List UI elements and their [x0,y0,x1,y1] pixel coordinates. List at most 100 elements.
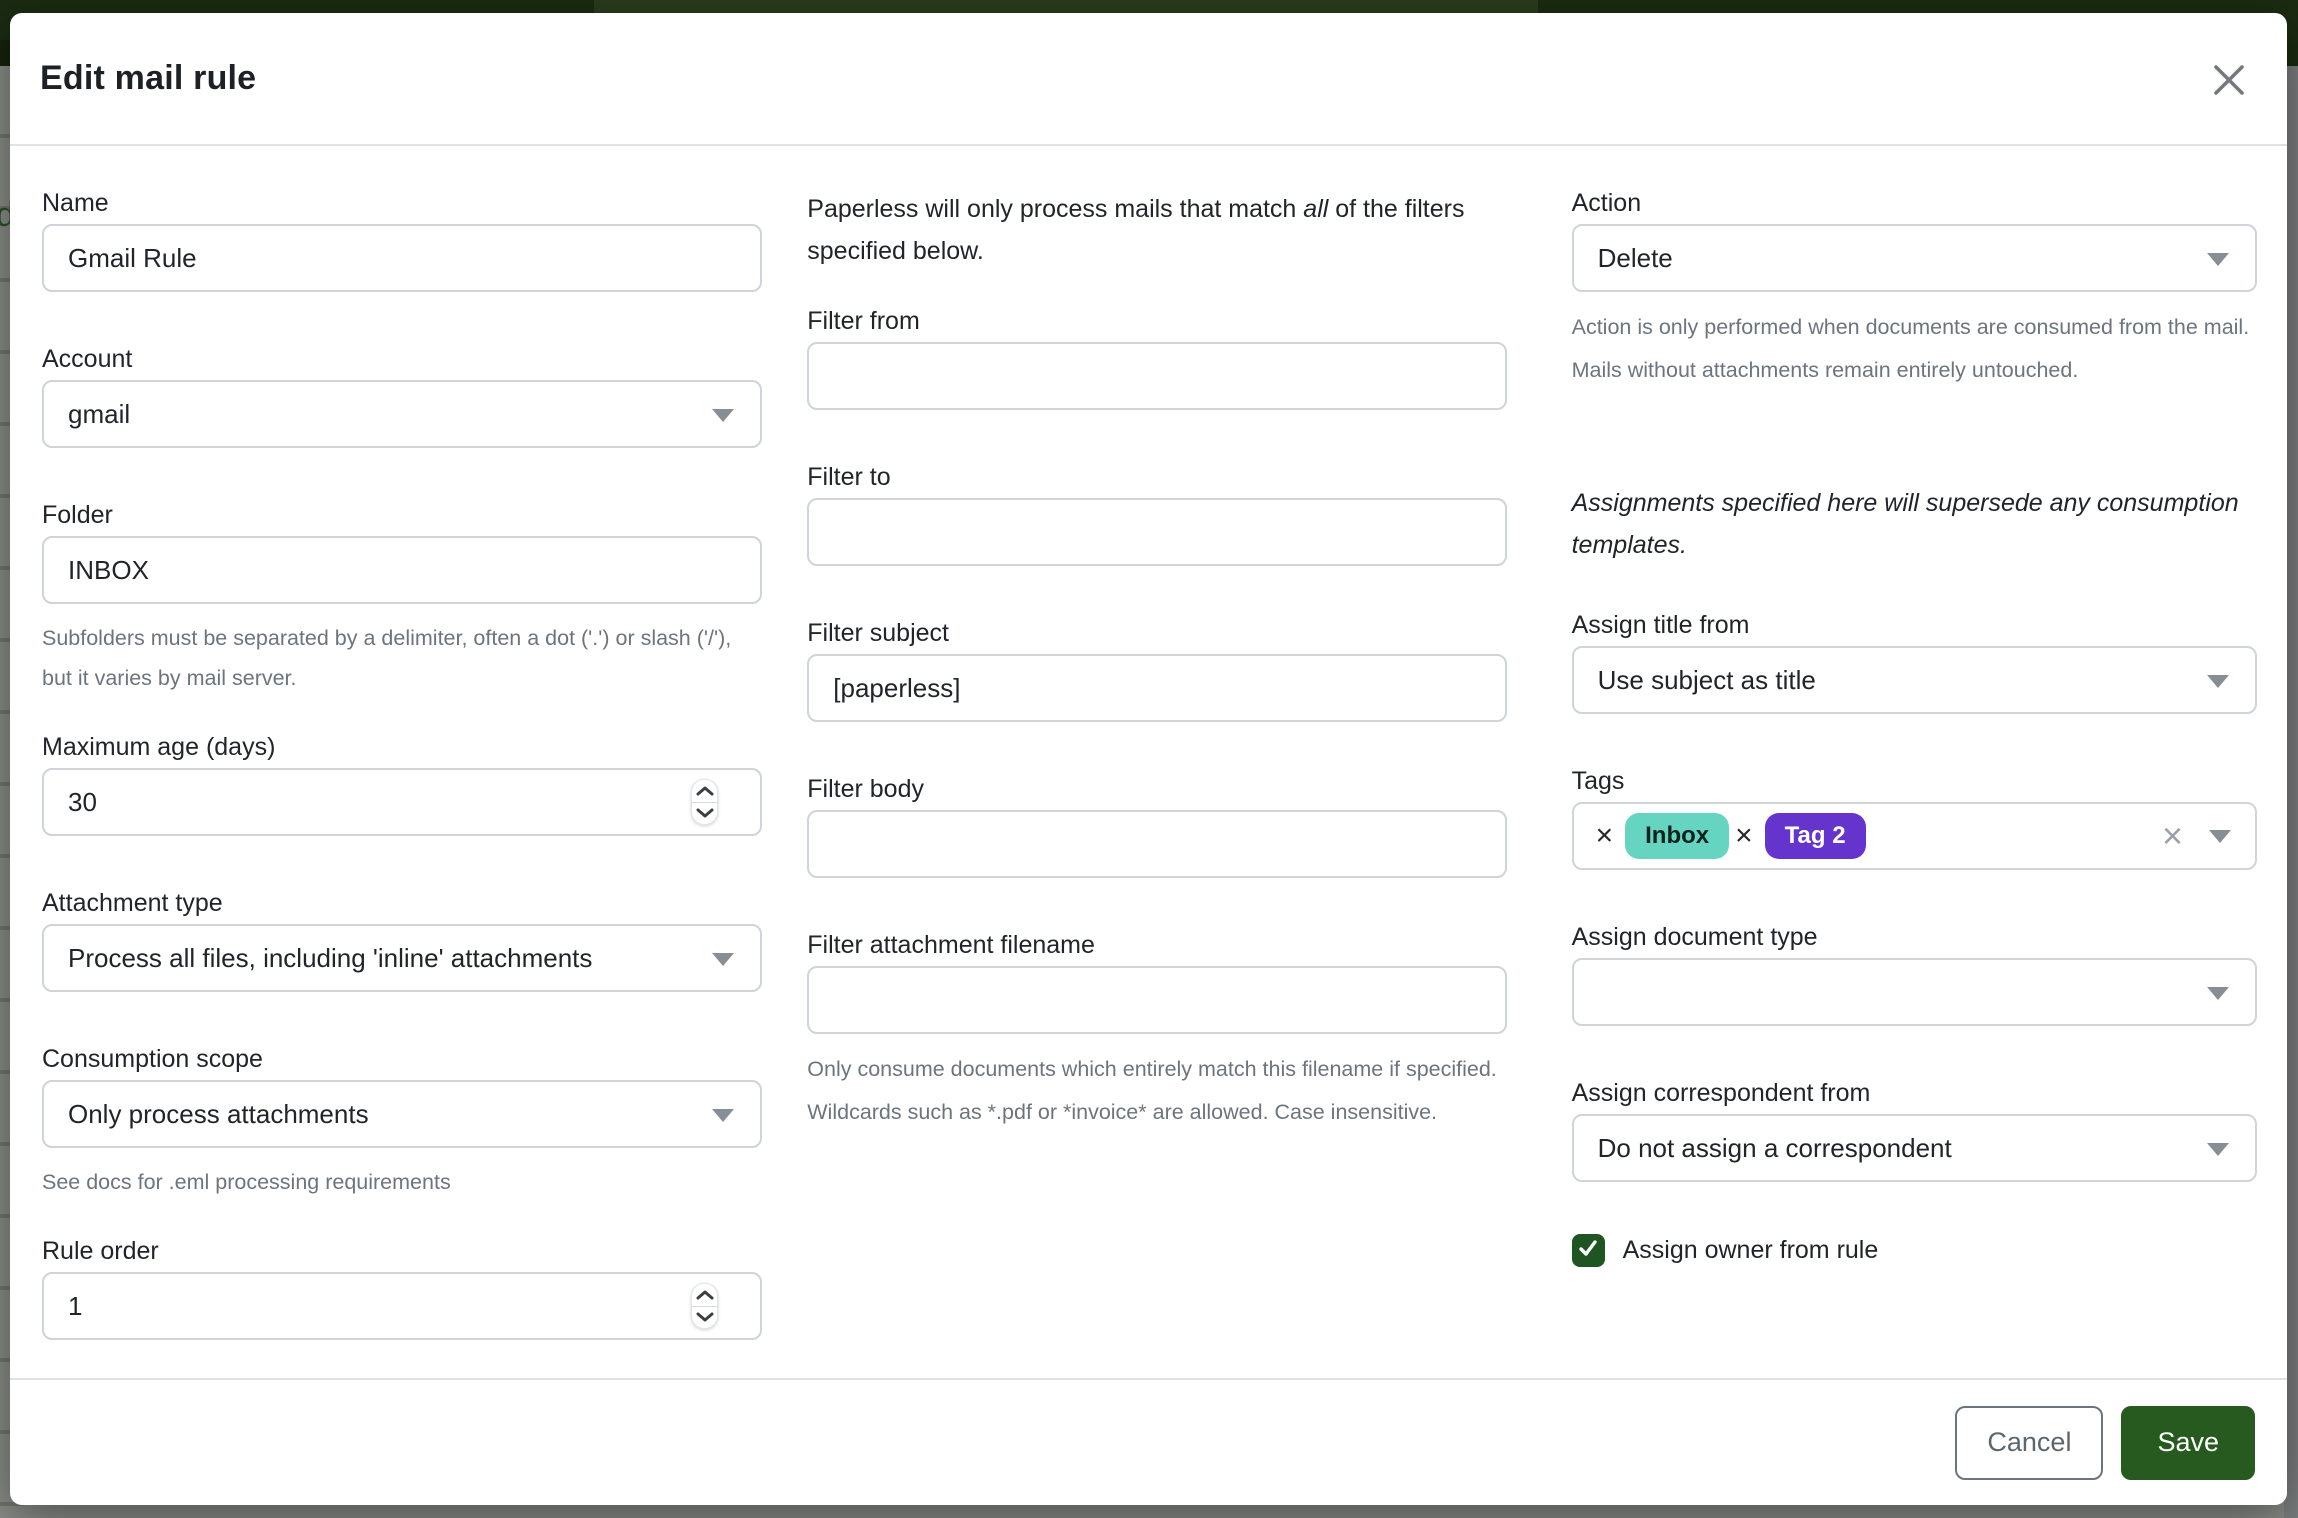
close-icon [2210,61,2248,102]
filter-attachment-filename-help-text: Only consume documents which entirely ma… [807,1057,1497,1124]
field-filter-from: Filter from [807,306,1507,410]
filter-subject-input[interactable] [807,654,1507,722]
consumption-scope-select[interactable]: Only process attachments [42,1080,763,1148]
field-rule-order: Rule order [42,1236,763,1340]
tag-pill-inbox: Inbox [1625,813,1730,859]
assign-owner-checkbox[interactable] [1571,1234,1605,1267]
max-age-stepper[interactable] [691,779,719,825]
dialog-footer: Cancel Save [10,1378,2287,1505]
rule-order-input[interactable] [42,1272,763,1340]
stepper-up-icon [696,1289,714,1301]
tag-pill-tag-2: Tag 2 [1764,813,1866,859]
name-label: Name [42,189,109,217]
tags-label: Tags [1571,767,1625,795]
account-selected-value: gmail [68,398,131,429]
background-navbar-search [594,0,1538,14]
dialog-title: Edit mail rule [40,59,257,97]
filter-to-input[interactable] [807,498,1507,566]
chevron-down-icon [2207,987,2229,1000]
filter-from-input[interactable] [807,342,1507,410]
column-general: Name Account gmail Folder Subfolders mus… [42,188,763,1378]
account-select[interactable]: gmail [42,380,763,448]
assign-correspondent-from-selected-value: Do not assign a correspondent [1597,1132,1952,1163]
filter-body-label: Filter body [807,775,924,803]
field-assign-document-type: Assign document type [1571,922,2257,1026]
save-button[interactable]: Save [2121,1405,2255,1480]
filter-attachment-filename-label: Filter attachment filename [807,931,1095,959]
consumption-scope-label: Consumption scope [42,1045,263,1073]
close-button[interactable] [2201,53,2257,109]
stepper-divider [691,1305,719,1307]
tags-select[interactable]: × Inbox × Tag 2 × [1571,802,2257,870]
assign-correspondent-from-select[interactable]: Do not assign a correspondent [1571,1114,2257,1182]
dialog-body: Name Account gmail Folder Subfolders mus… [10,146,2287,1378]
stepper-down-icon [696,1311,714,1323]
attachment-type-select[interactable]: Process all files, including 'inline' at… [42,924,763,992]
account-label: Account [42,345,133,373]
chevron-down-icon [712,1109,735,1122]
filters-intro-text: Paperless will only process mails that m… [807,195,1465,265]
filter-attachment-filename-input[interactable] [807,966,1507,1034]
stepper-up-icon [696,785,714,797]
dialog-header: Edit mail rule [10,13,2287,146]
name-input[interactable] [42,224,763,292]
remove-tag-icon[interactable]: × [1735,819,1753,852]
chevron-down-icon [2207,253,2229,266]
field-assign-title-from: Assign title from Use subject as title [1571,610,2257,714]
attachment-type-label: Attachment type [42,889,223,917]
field-name: Name [42,188,763,292]
max-age-label: Maximum age (days) [42,733,276,761]
assign-title-from-label: Assign title from [1571,611,1750,639]
assign-title-from-select[interactable]: Use subject as title [1571,646,2257,714]
filter-body-input[interactable] [807,810,1507,878]
action-help-text: Action is only performed when documents … [1571,315,2250,382]
field-action: Action Delete Action is only performed w… [1571,188,2257,392]
max-age-input[interactable] [42,768,763,836]
action-selected-value: Delete [1597,242,1673,273]
consumption-scope-selected-value: Only process attachments [68,1098,369,1129]
column-actions: Action Delete Action is only performed w… [1571,188,2257,1378]
assign-document-type-label: Assign document type [1571,923,1818,951]
attachment-type-selected-value: Process all files, including 'inline' at… [68,942,593,973]
field-folder: Folder Subfolders must be separated by a… [42,500,763,698]
filter-subject-label: Filter subject [807,619,949,647]
folder-input[interactable] [42,536,763,604]
field-assign-correspondent-from: Assign correspondent from Do not assign … [1571,1078,2257,1182]
chevron-down-icon [712,953,735,966]
stepper-down-icon [696,807,714,819]
cancel-button[interactable]: Cancel [1955,1405,2104,1480]
field-attachment-type: Attachment type Process all files, inclu… [42,888,763,992]
field-max-age: Maximum age (days) [42,732,763,836]
assign-document-type-select[interactable] [1571,958,2257,1026]
page-scrollbar-top [2284,0,2298,66]
edit-mail-rule-dialog: Edit mail rule Name Account gmail [10,13,2287,1505]
chevron-down-icon [2207,675,2229,688]
chevron-down-icon[interactable] [2209,829,2231,843]
field-tags: Tags × Inbox × Tag 2 × [1571,766,2257,870]
field-filter-attachment-filename: Filter attachment filename Only consume … [807,930,1507,1134]
column-filters: Paperless will only process mails that m… [807,188,1507,1378]
field-consumption-scope: Consumption scope Only process attachmen… [42,1044,763,1202]
assign-owner-label: Assign owner from rule [1622,1236,1879,1264]
field-filter-body: Filter body [807,774,1507,878]
stepper-divider [691,801,719,803]
field-filter-to: Filter to [807,462,1507,566]
remove-tag-icon[interactable]: × [1595,819,1614,852]
field-filter-subject: Filter subject [807,618,1507,722]
clear-tags-icon[interactable]: × [2161,815,2183,856]
assign-correspondent-from-label: Assign correspondent from [1571,1079,1871,1107]
chevron-down-icon [712,409,735,422]
rule-order-label: Rule order [42,1237,159,1265]
field-account: Account gmail [42,344,763,448]
chevron-down-icon [2207,1143,2229,1156]
folder-label: Folder [42,501,113,529]
field-assign-owner: Assign owner from rule [1571,1234,2257,1267]
action-select[interactable]: Delete [1571,224,2257,292]
page-scrollbar[interactable] [2284,0,2298,1518]
folder-help-text: Subfolders must be separated by a delimi… [42,626,732,690]
assignments-note: Assignments specified here will supersed… [1571,489,2239,559]
consumption-scope-help-text: See docs for .eml processing requirement… [42,1170,451,1194]
action-label: Action [1571,189,1642,217]
rule-order-stepper[interactable] [691,1283,719,1329]
checkmark-icon [1577,1237,1599,1264]
